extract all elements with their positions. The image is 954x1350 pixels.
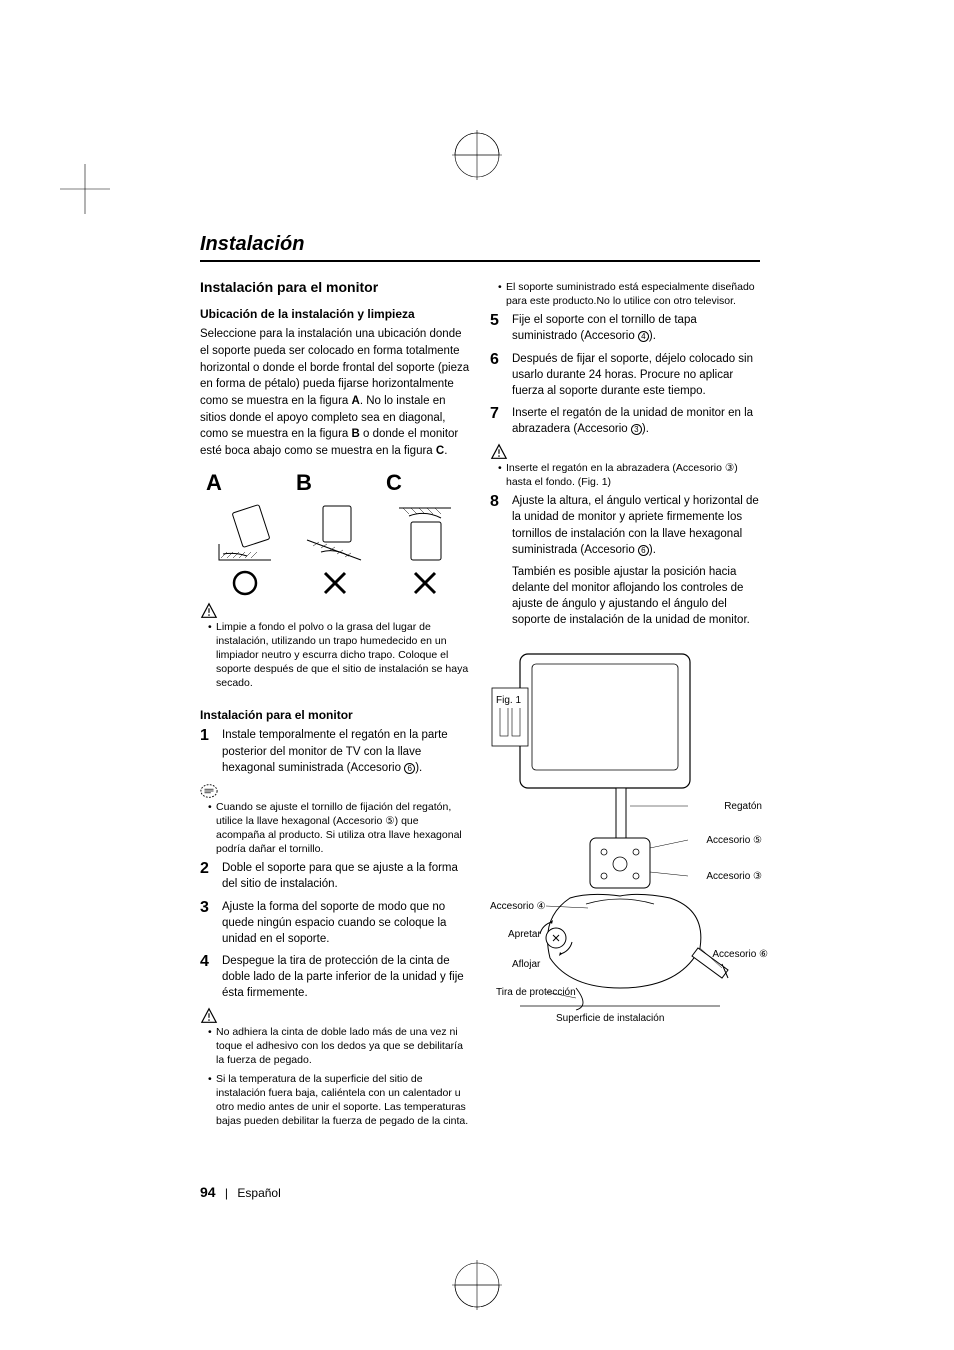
step-7: 7 Inserte el regatón de la unidad de mon… xyxy=(490,405,760,437)
figure-abc: A B xyxy=(200,468,470,598)
fig1-label: Fig. 1 xyxy=(496,694,521,708)
fig-c-symbol xyxy=(380,569,470,597)
step-7-text: Inserte el regatón de la unidad de monit… xyxy=(512,405,760,437)
step-4: 4 Despegue la tira de protección de la c… xyxy=(200,953,470,1001)
ref-c: C xyxy=(436,445,444,457)
fig-b-drawing xyxy=(290,499,380,569)
fig-b-panel: B xyxy=(290,468,380,598)
step-num-2: 2 xyxy=(200,860,214,892)
callout-acc5: Accesorio ⑤ xyxy=(706,834,762,848)
fig-c-panel: C xyxy=(380,468,470,598)
install-heading: Instalación para el monitor xyxy=(200,707,470,724)
ref-a: A xyxy=(352,395,360,407)
note-bracket-only: El soporte suministrado está especialmen… xyxy=(498,280,760,308)
step-8-text: Ajuste la altura, el ángulo vertical y h… xyxy=(512,493,760,628)
step-num-7: 7 xyxy=(490,405,504,437)
caution-icon xyxy=(490,443,508,461)
fig-a-svg xyxy=(215,504,275,564)
note-hexkey: Cuando se ajuste el tornillo de fijación… xyxy=(208,800,470,857)
crop-mark-bottom xyxy=(452,1240,502,1310)
period2: . xyxy=(444,445,447,457)
fig-c-drawing xyxy=(380,499,470,569)
steps-5-7: 5 Fije el soporte con el tornillo de tap… xyxy=(490,312,760,437)
step-num-4: 4 xyxy=(200,953,214,1001)
callout-acc3: Accesorio ③ xyxy=(706,870,762,884)
step-2: 2 Doble el soporte para que se ajuste a … xyxy=(200,860,470,892)
subsection-title: Instalación para el monitor xyxy=(200,278,470,298)
step-8: 8 Ajuste la altura, el ángulo vertical y… xyxy=(490,493,760,628)
step-2-text: Doble el soporte para que se ajuste a la… xyxy=(222,860,470,892)
step-num-5: 5 xyxy=(490,312,504,344)
step-5: 5 Fije el soporte con el tornillo de tap… xyxy=(490,312,760,344)
steps-2-4: 2 Doble el soporte para que se ajuste a … xyxy=(200,860,470,1001)
caution-block-1: Limpie a fondo el polvo o la grasa del l… xyxy=(200,602,470,691)
fig-a-symbol xyxy=(200,569,290,597)
callout-acc6: Accesorio ⑥ xyxy=(712,948,768,962)
step-3-text: Ajuste la forma del soporte de modo que … xyxy=(222,899,470,947)
page-language: Español xyxy=(237,1186,280,1200)
fig-a-drawing xyxy=(200,499,290,569)
circled-3: 3 xyxy=(631,424,642,435)
x-bad-icon xyxy=(322,570,348,596)
callout-aflojar: Aflojar xyxy=(512,958,540,972)
caution-block-3: No adhiera la cinta de doble lado más de… xyxy=(200,1007,470,1128)
section-title: Instalación xyxy=(200,230,760,262)
circled-6: 6 xyxy=(404,763,415,774)
note-tape: No adhiera la cinta de doble lado más de… xyxy=(208,1025,470,1068)
callout-tira: Tira de protección xyxy=(496,986,576,1000)
circled-6b: 6 xyxy=(638,545,649,556)
step-num-8: 8 xyxy=(490,493,504,628)
note-temp: Si la temperatura de la superficie del s… xyxy=(208,1072,470,1129)
ref-b: B xyxy=(352,428,360,440)
left-column: Instalación para el monitor Ubicación de… xyxy=(200,278,470,1132)
footer-sep: | xyxy=(225,1186,228,1200)
fig-b-label: B xyxy=(290,468,380,499)
steps-1-4: 1 Instale temporalmente el regatón en la… xyxy=(200,727,470,775)
fig-b-symbol xyxy=(290,569,380,597)
fig-b-svg xyxy=(305,504,365,564)
fig-c-label: C xyxy=(380,468,470,499)
fig-a-panel: A xyxy=(200,468,290,598)
x-bad-icon xyxy=(412,570,438,596)
step-6-text: Después de fijar el soporte, déjelo colo… xyxy=(512,351,760,399)
caution-icon xyxy=(200,1007,218,1025)
step-num-6: 6 xyxy=(490,351,504,399)
fig-a-label: A xyxy=(200,468,290,499)
caution-block-4: Inserte el regatón en la abrazadera (Acc… xyxy=(490,443,760,489)
step-num-3: 3 xyxy=(200,899,214,947)
step-8-row: 8 Ajuste la altura, el ángulo vertical y… xyxy=(490,493,760,628)
period1: . xyxy=(360,395,363,407)
step-4-text: Despegue la tira de protección de la cin… xyxy=(222,953,470,1001)
note-insert-fully: Inserte el regatón en la abrazadera (Acc… xyxy=(498,461,760,489)
figure-1: Fig. 1 xyxy=(490,648,760,1048)
step-5-text: Fije el soporte con el tornillo de tapa … xyxy=(512,312,760,344)
circle-ok-icon xyxy=(232,570,258,596)
step-1: 1 Instale temporalmente el regatón en la… xyxy=(200,727,470,775)
callout-regaton: Regatón xyxy=(724,800,762,814)
step-1-text: Instale temporalmente el regatón en la p… xyxy=(222,727,470,775)
callout-acc4: Accesorio ④ xyxy=(490,900,546,914)
note-block-2: Cuando se ajuste el tornillo de fijación… xyxy=(200,782,470,857)
callout-superficie: Superficie de instalación xyxy=(556,1012,664,1026)
note-icon xyxy=(200,782,218,800)
location-heading: Ubicación de la instalación y limpieza xyxy=(200,306,470,323)
callout-apretar: Apretar xyxy=(508,928,541,942)
location-paragraph: Seleccione para la instalación una ubica… xyxy=(200,326,470,459)
circled-4: 4 xyxy=(638,331,649,342)
crop-mark-top xyxy=(452,130,502,200)
step-6: 6 Después de fijar el soporte, déjelo co… xyxy=(490,351,760,399)
step-num-1: 1 xyxy=(200,727,214,775)
right-column: El soporte suministrado está especialmen… xyxy=(490,278,760,1132)
step-3: 3 Ajuste la forma del soporte de modo qu… xyxy=(200,899,470,947)
note-cleaning: Limpie a fondo el polvo o la grasa del l… xyxy=(208,620,470,691)
page-footer: 94 | Español xyxy=(200,1183,281,1203)
crop-mark-tl xyxy=(60,164,110,214)
fig-c-svg xyxy=(395,504,455,564)
caution-icon xyxy=(200,602,218,620)
page-number: 94 xyxy=(200,1184,216,1200)
page-content: Instalación Instalación para el monitor … xyxy=(200,230,760,1132)
